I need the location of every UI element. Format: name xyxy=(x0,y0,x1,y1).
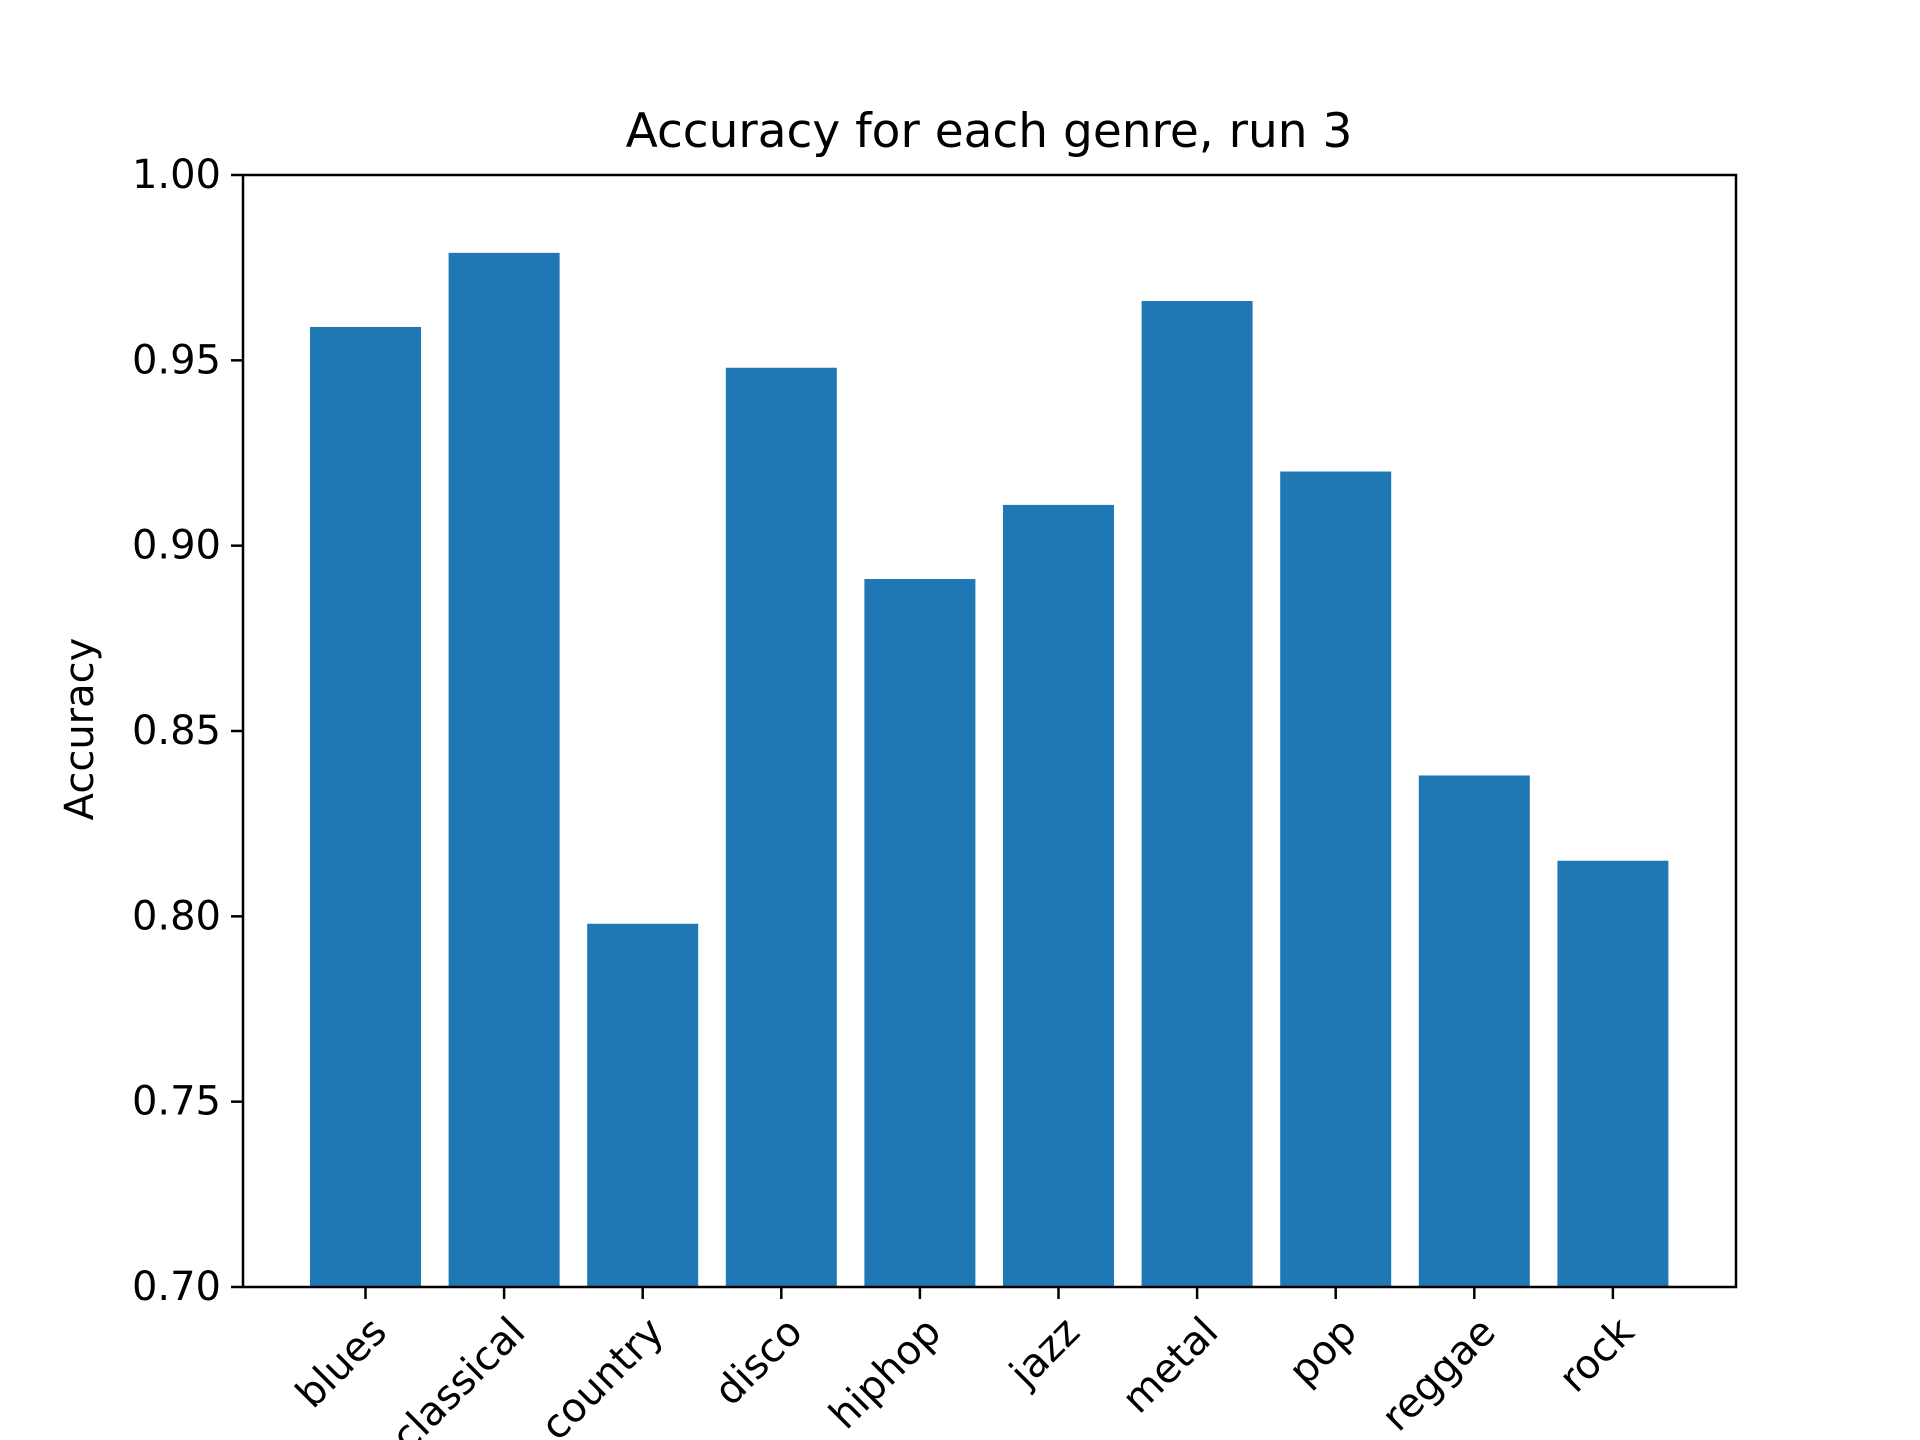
bar-rock xyxy=(1557,860,1669,1287)
plot-frame xyxy=(241,173,1738,1289)
bar-hiphop xyxy=(864,579,976,1287)
bars-layer xyxy=(310,252,1669,1288)
chart-title: Accuracy for each genre, run 3 xyxy=(626,104,1353,159)
y-axis: 0.70 0.75 0.80 0.85 0.90 0.95 1.00 xyxy=(132,152,243,1310)
y-tick-label-0.75: 0.75 xyxy=(132,1079,221,1125)
bar-pop xyxy=(1280,471,1392,1287)
bar-disco xyxy=(725,367,837,1287)
y-axis-label: Accuracy xyxy=(57,638,103,821)
bar-metal xyxy=(1141,301,1253,1287)
bar-classical xyxy=(448,252,560,1288)
y-tick-label-1.00: 1.00 xyxy=(132,152,221,198)
y-tick-label-0.85: 0.85 xyxy=(132,708,221,754)
bar-jazz xyxy=(1003,504,1114,1288)
y-tick-label-0.95: 0.95 xyxy=(132,337,221,383)
bar-blues xyxy=(310,326,421,1287)
y-tick-label-0.70: 0.70 xyxy=(132,1264,221,1310)
bar-country xyxy=(587,923,699,1287)
bar-reggae xyxy=(1418,775,1530,1287)
y-tick-label-0.80: 0.80 xyxy=(132,893,221,939)
y-tick-label-0.90: 0.90 xyxy=(132,523,221,569)
